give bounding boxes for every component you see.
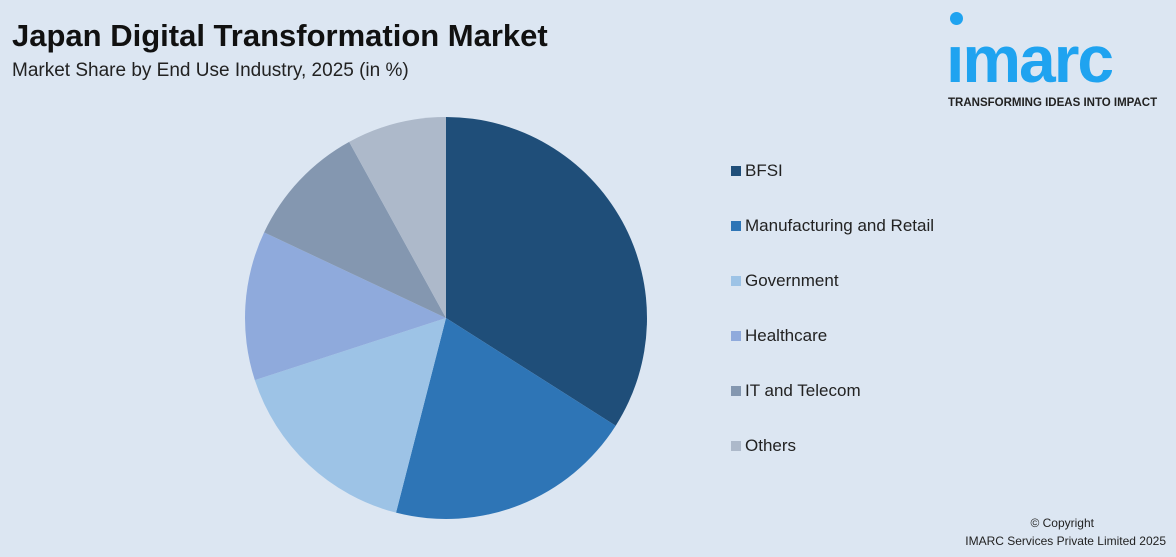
pie-slice-others bbox=[349, 117, 446, 318]
legend-item: Manufacturing and Retail bbox=[731, 215, 934, 237]
legend-label: Healthcare bbox=[745, 326, 828, 345]
legend-item: BFSI bbox=[731, 160, 934, 182]
logo-tagline: TRANSFORMING IDEAS INTO IMPACT bbox=[948, 97, 1158, 109]
legend-swatch bbox=[731, 221, 741, 231]
pie-slice-it-and-telecom bbox=[264, 141, 446, 318]
legend-swatch bbox=[731, 441, 741, 451]
legend-swatch bbox=[731, 331, 741, 341]
legend-item: Others bbox=[731, 435, 934, 457]
pie-slice-bfsi bbox=[446, 117, 647, 426]
pie-slice-manufacturing-and-retail bbox=[396, 318, 616, 519]
legend-label: Manufacturing and Retail bbox=[745, 216, 935, 235]
legend-swatch bbox=[731, 386, 741, 396]
legend-swatch bbox=[731, 276, 741, 286]
pie-slice-healthcare bbox=[244, 232, 446, 381]
chart-title: Japan Digital Transformation Market bbox=[12, 18, 548, 53]
legend-label: Others bbox=[745, 436, 797, 455]
legend: BFSI Manufacturing and Retail Government He… bbox=[731, 160, 934, 490]
legend-swatch bbox=[731, 166, 741, 176]
legend-label: IT and Telecom bbox=[745, 381, 861, 400]
logo-text: ımarc bbox=[946, 28, 1113, 90]
copyright-company: IMARC Services Private Limited 2025 bbox=[965, 534, 1166, 548]
legend-item: IT and Telecom bbox=[731, 380, 934, 402]
legend-item: Government bbox=[731, 270, 934, 292]
legend-label: Government bbox=[745, 271, 839, 290]
copyright-label: © Copyright bbox=[1030, 516, 1094, 530]
imarc-logo: ımarc TRANSFORMING IDEAS INTO IMPACT bbox=[946, 10, 1170, 110]
legend-label: BFSI bbox=[745, 161, 783, 180]
pie-slice-government bbox=[254, 318, 446, 513]
logo-dot bbox=[950, 12, 963, 25]
chart-subtitle: Market Share by End Use Industry, 2025 (… bbox=[12, 60, 409, 81]
legend-item: Healthcare bbox=[731, 325, 934, 347]
copyright: © Copyright IMARC Services Private Limit… bbox=[965, 514, 1166, 550]
